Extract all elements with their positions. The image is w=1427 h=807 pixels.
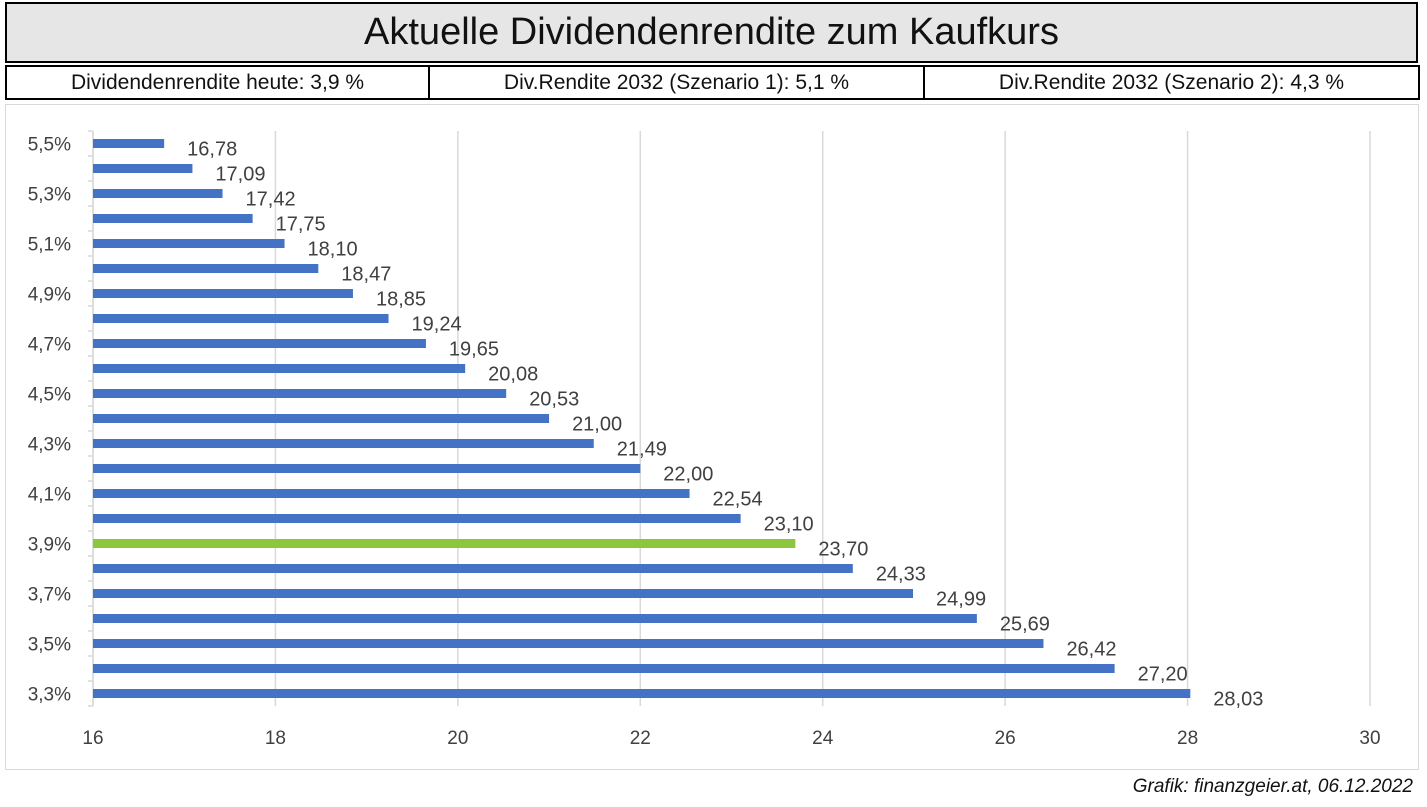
- bar: [93, 214, 253, 223]
- stat-yield-2032-scenario-1: Div.Rendite 2032 (Szenario 1): 5,1 %: [430, 65, 925, 100]
- bar-value-label: 25,69: [1000, 614, 1050, 636]
- x-tick-label: 28: [1177, 728, 1198, 749]
- x-tick-label: 30: [1359, 728, 1380, 749]
- y-tick-label: 3,5%: [28, 635, 71, 656]
- bar-value-label: 21,49: [617, 439, 667, 461]
- bar-highlight: [93, 539, 796, 548]
- y-axis-ticks: 5,5% 5,3% 5,1% 4,9% 4,7% 4,5% 4,3% 4,1% 3,9% 3,7%…: [28, 135, 71, 706]
- x-tick-label: 22: [630, 728, 651, 749]
- x-tick-label: 24: [812, 728, 834, 749]
- bar: [93, 514, 741, 523]
- bar: [93, 264, 319, 273]
- bar-value-label: 19,24: [412, 314, 462, 336]
- x-axis-ticks: 16 18 20 22 24 26 28 30: [82, 728, 1380, 749]
- bar-value-label: 17,42: [246, 189, 296, 211]
- bar: [93, 564, 853, 573]
- y-tick-label: 4,7%: [28, 335, 71, 356]
- bar-value-label: 20,53: [529, 389, 579, 411]
- bar: [93, 164, 193, 173]
- bar: [93, 314, 389, 323]
- bar-value-label: 24,99: [936, 589, 986, 611]
- bar: [93, 589, 914, 598]
- bar-value-label: 26,42: [1066, 639, 1116, 661]
- bar-value-label: 16,78: [187, 139, 237, 161]
- y-tick-label: 4,9%: [28, 285, 71, 306]
- bar: [93, 139, 165, 148]
- y-tick-label: 5,3%: [28, 185, 71, 206]
- bar-value-label: 17,09: [215, 164, 265, 186]
- bar-value-label: 18,85: [376, 289, 426, 311]
- bar-value-label: 28,03: [1213, 689, 1263, 711]
- bar: [93, 639, 1044, 648]
- bar-value-label: 18,47: [341, 264, 391, 286]
- bar-value-label: 21,00: [572, 414, 622, 436]
- stat-dividend-yield-today: Dividendenrendite heute: 3,9 %: [5, 65, 430, 100]
- bar-value-label: 27,20: [1138, 664, 1188, 686]
- bars: [93, 139, 1191, 698]
- bar-value-label: 18,10: [308, 239, 358, 261]
- bar: [93, 189, 223, 198]
- bar: [93, 389, 507, 398]
- y-tick-label: 5,5%: [28, 135, 71, 156]
- bar: [93, 364, 466, 373]
- y-tick-label: 4,3%: [28, 435, 71, 456]
- data-labels: 16,78 17,09 17,42 17,75 18,10 18,47 18,85 19,24…: [187, 139, 1263, 711]
- stat-yield-2032-scenario-2: Div.Rendite 2032 (Szenario 2): 4,3 %: [925, 65, 1420, 100]
- chart-header: Aktuelle Dividendenrendite zum Kaufkurs …: [5, 2, 1420, 100]
- bar: [93, 414, 550, 423]
- bar: [93, 689, 1191, 698]
- y-tick-label: 3,9%: [28, 535, 71, 556]
- y-tick-label: 4,5%: [28, 385, 71, 406]
- bar-value-label: 23,70: [818, 539, 868, 561]
- y-tick-label: 3,7%: [28, 585, 71, 606]
- y-tick-label: 3,3%: [28, 685, 71, 706]
- bar: [93, 614, 977, 623]
- bar: [93, 489, 690, 498]
- bar-value-label: 23,10: [764, 514, 814, 536]
- bar-value-label: 22,00: [663, 464, 713, 486]
- bar-value-label: 20,08: [488, 364, 538, 386]
- bar-value-label: 19,65: [449, 339, 499, 361]
- bar-value-label: 22,54: [713, 489, 763, 511]
- bar: [93, 664, 1115, 673]
- bar: [93, 339, 426, 348]
- source-note: Grafik: finanzgeier.at, 06.12.2022: [1132, 776, 1413, 797]
- x-tick-label: 16: [82, 728, 103, 749]
- x-tick-label: 18: [265, 728, 286, 749]
- bar-value-label: 24,33: [876, 564, 926, 586]
- stats-row: Dividendenrendite heute: 3,9 % Div.Rendi…: [5, 65, 1420, 100]
- x-tick-label: 26: [995, 728, 1016, 749]
- bar: [93, 239, 285, 248]
- y-tick-label: 5,1%: [28, 235, 71, 256]
- x-tick-label: 20: [447, 728, 468, 749]
- bar: [93, 289, 353, 298]
- bar-value-label: 17,75: [276, 214, 326, 236]
- chart-frame: [5, 104, 1419, 770]
- chart-title: Aktuelle Dividendenrendite zum Kaufkurs: [5, 2, 1418, 63]
- y-tick-label: 4,1%: [28, 485, 71, 506]
- bar: [93, 439, 594, 448]
- bar: [93, 464, 641, 473]
